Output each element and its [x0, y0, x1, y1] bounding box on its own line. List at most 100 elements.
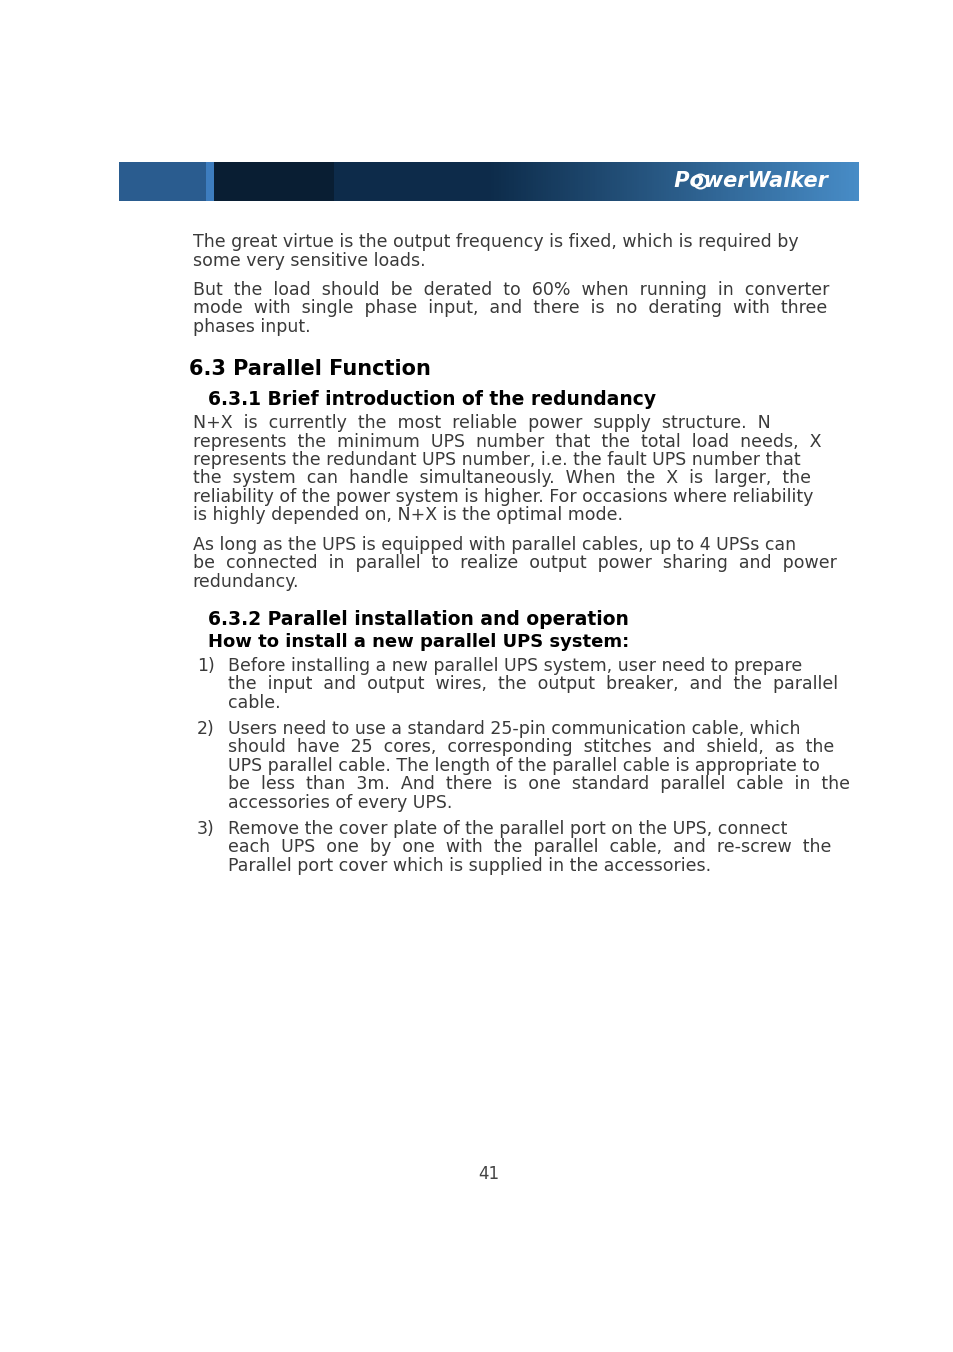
Bar: [545, 162, 547, 200]
Bar: [816, 162, 819, 200]
Bar: [779, 162, 781, 200]
Bar: [491, 162, 494, 200]
Bar: [813, 162, 816, 200]
Bar: [665, 162, 668, 200]
Bar: [388, 162, 390, 200]
Bar: [441, 162, 444, 200]
Bar: [466, 162, 469, 200]
Bar: [292, 162, 294, 200]
Bar: [119, 162, 206, 200]
Bar: [149, 162, 152, 200]
Bar: [203, 162, 205, 200]
Bar: [577, 162, 579, 200]
Bar: [365, 162, 368, 200]
Bar: [597, 162, 599, 200]
Bar: [685, 162, 688, 200]
Bar: [799, 162, 801, 200]
Bar: [331, 162, 334, 200]
Bar: [796, 162, 799, 200]
Text: 3): 3): [196, 819, 214, 838]
Bar: [424, 162, 427, 200]
Bar: [304, 162, 306, 200]
Text: UPS parallel cable. The length of the parallel cable is appropriate to: UPS parallel cable. The length of the pa…: [228, 757, 819, 775]
Bar: [724, 162, 727, 200]
Bar: [435, 162, 436, 200]
Bar: [220, 162, 222, 200]
Bar: [786, 162, 789, 200]
Bar: [518, 162, 520, 200]
Bar: [520, 162, 523, 200]
Bar: [774, 162, 777, 200]
Bar: [693, 162, 695, 200]
Bar: [447, 162, 449, 200]
Bar: [393, 162, 395, 200]
Bar: [267, 162, 270, 200]
Bar: [579, 162, 582, 200]
Bar: [525, 162, 528, 200]
Bar: [536, 162, 537, 200]
Bar: [377, 162, 380, 200]
Bar: [555, 162, 558, 200]
Bar: [311, 162, 314, 200]
Bar: [808, 162, 811, 200]
Bar: [436, 162, 439, 200]
Bar: [634, 162, 636, 200]
Text: be  connected  in  parallel  to  realize  output  power  sharing  and  power: be connected in parallel to realize outp…: [193, 554, 836, 572]
Bar: [841, 162, 842, 200]
Text: represents the redundant UPS number, i.e. the fault UPS number that: represents the redundant UPS number, i.e…: [193, 452, 800, 469]
Bar: [690, 162, 693, 200]
Bar: [732, 162, 735, 200]
Bar: [747, 162, 749, 200]
Text: 2): 2): [196, 719, 214, 738]
Text: 6.3.2 Parallel installation and operation: 6.3.2 Parallel installation and operatio…: [208, 610, 629, 629]
Bar: [208, 162, 211, 200]
Bar: [777, 162, 779, 200]
Bar: [855, 162, 858, 200]
Bar: [171, 162, 173, 200]
Bar: [410, 162, 412, 200]
Bar: [592, 162, 595, 200]
Bar: [161, 162, 163, 200]
Bar: [242, 162, 245, 200]
Bar: [757, 162, 760, 200]
Bar: [715, 162, 718, 200]
Bar: [257, 162, 259, 200]
Bar: [213, 162, 334, 200]
Bar: [439, 162, 441, 200]
Bar: [663, 162, 665, 200]
Bar: [481, 162, 483, 200]
Bar: [629, 162, 631, 200]
Bar: [570, 162, 572, 200]
Bar: [740, 162, 742, 200]
Bar: [198, 162, 200, 200]
Bar: [346, 162, 348, 200]
Bar: [612, 162, 614, 200]
Bar: [688, 162, 690, 200]
Bar: [191, 162, 193, 200]
Bar: [599, 162, 601, 200]
Bar: [565, 162, 567, 200]
Bar: [702, 162, 705, 200]
Bar: [506, 162, 508, 200]
Bar: [705, 162, 707, 200]
Text: As long as the UPS is equipped with parallel cables, up to 4 UPSs can: As long as the UPS is equipped with para…: [193, 535, 795, 554]
Bar: [373, 162, 375, 200]
Bar: [656, 162, 659, 200]
Bar: [169, 162, 171, 200]
Bar: [136, 162, 139, 200]
Bar: [710, 162, 713, 200]
Bar: [152, 162, 153, 200]
Bar: [673, 162, 676, 200]
Bar: [222, 162, 225, 200]
Bar: [651, 162, 654, 200]
Bar: [471, 162, 474, 200]
Bar: [833, 162, 836, 200]
Bar: [821, 162, 823, 200]
Bar: [791, 162, 794, 200]
Bar: [836, 162, 838, 200]
Bar: [707, 162, 710, 200]
Bar: [314, 162, 316, 200]
Bar: [540, 162, 542, 200]
Bar: [737, 162, 740, 200]
Bar: [213, 162, 215, 200]
